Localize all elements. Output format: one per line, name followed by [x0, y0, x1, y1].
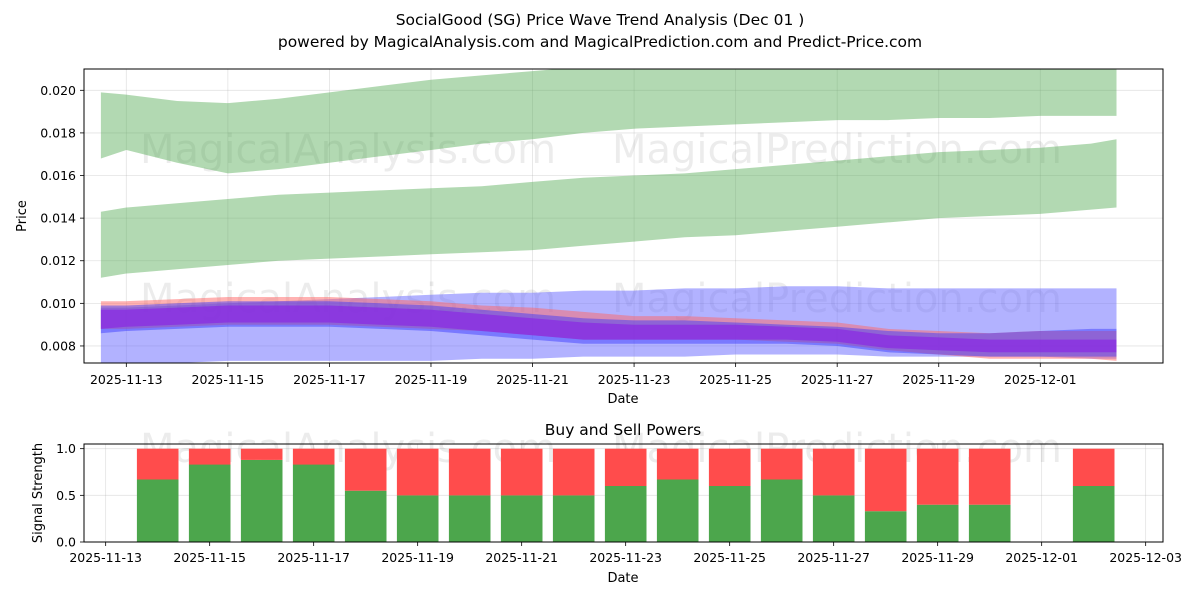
- signal-y-tick-label: 1.0: [56, 441, 76, 456]
- sell-bar: [864, 448, 907, 512]
- sell-bar: [760, 448, 803, 480]
- signal-x-tick-label: 2025-11-13: [69, 550, 142, 565]
- buy-bar: [552, 495, 595, 542]
- sell-bar: [448, 448, 491, 496]
- signal-x-tick-label: 2025-12-01: [1005, 550, 1078, 565]
- sell-bar: [916, 448, 959, 505]
- price-x-tick-label: 2025-11-27: [801, 372, 874, 387]
- price-y-tick-label: 0.016: [40, 168, 76, 183]
- price-x-axis: 2025-11-13 2025-11-15 2025-11-17 2025-11-19…: [90, 363, 1077, 387]
- buy-bar: [448, 495, 491, 542]
- price-bands: [100, 69, 1117, 363]
- sell-bar: [812, 448, 855, 496]
- signal-x-tick-label: 2025-11-19: [381, 550, 454, 565]
- price-y-axis: 0.008 0.010 0.012 0.014 0.016 0.018 0.020: [40, 83, 84, 353]
- buy-bar: [1072, 486, 1115, 542]
- signal-x-axis: 2025-11-13 2025-11-15 2025-11-17 2025-11-19…: [69, 542, 1182, 565]
- watermark-analysis-top: MagicalAnalysis.com: [140, 127, 556, 173]
- sell-bar: [344, 448, 387, 491]
- sell-bar: [240, 448, 283, 460]
- sell-bar: [708, 448, 751, 486]
- sell-bar: [1072, 448, 1115, 486]
- buy-bar: [604, 486, 647, 542]
- price-y-tick-label: 0.010: [40, 296, 76, 311]
- price-x-tick-label: 2025-11-21: [496, 372, 569, 387]
- signal-x-tick-label: 2025-12-03: [1109, 550, 1182, 565]
- buy-bar: [136, 479, 179, 542]
- buy-bar: [396, 495, 439, 542]
- signal-bars: [136, 448, 1115, 542]
- price-y-tick-label: 0.018: [40, 125, 76, 140]
- signal-x-tick-label: 2025-11-15: [173, 550, 246, 565]
- price-plot-frame: [83, 68, 1164, 364]
- buy-bar: [500, 495, 543, 542]
- sell-bar: [552, 448, 595, 496]
- price-wave-panel: MagicalAnalysis.com MagicalPrediction.co…: [15, 68, 1164, 407]
- chart-subtitle: powered by MagicalAnalysis.com and Magic…: [278, 33, 922, 51]
- price-x-label: Date: [607, 392, 638, 407]
- price-x-tick-label: 2025-11-17: [293, 372, 366, 387]
- signal-x-label: Date: [607, 571, 638, 586]
- sell-bar: [604, 448, 647, 486]
- sell-bar: [188, 448, 231, 465]
- sell-bar: [292, 448, 335, 465]
- signal-x-tick-label: 2025-11-25: [693, 550, 766, 565]
- chart-title: SocialGood (SG) Price Wave Trend Analysi…: [396, 11, 805, 29]
- sell-bar: [136, 448, 179, 480]
- buy-bar: [864, 511, 907, 542]
- buy-bar: [292, 464, 335, 542]
- price-x-tick-label: 2025-11-15: [192, 372, 265, 387]
- upper-wave-band: [100, 69, 1117, 174]
- buy-sell-panel: Buy and Sell Powers MagicalAnalysis.com …: [31, 421, 1182, 586]
- sell-bar: [968, 448, 1011, 505]
- buy-bar: [344, 490, 387, 542]
- sell-bar: [656, 448, 699, 480]
- price-x-tick-label: 2025-11-13: [90, 372, 163, 387]
- price-x-tick-label: 2025-12-01: [1004, 372, 1077, 387]
- signal-x-tick-label: 2025-11-17: [277, 550, 350, 565]
- signal-y-axis: 0.0 0.5 1.0: [56, 441, 84, 550]
- price-wave-purple: [100, 305, 1117, 353]
- buy-bar: [188, 464, 231, 542]
- signal-y-tick-label: 0.0: [56, 535, 76, 550]
- buy-bar: [812, 495, 855, 542]
- signal-x-tick-label: 2025-11-27: [797, 550, 870, 565]
- signal-x-tick-label: 2025-11-21: [485, 550, 558, 565]
- watermark-prediction-top: MagicalPrediction.com: [612, 127, 1062, 173]
- buy-bar: [240, 459, 283, 542]
- signal-y-tick-label: 0.5: [56, 488, 76, 503]
- signal-plot-frame: [83, 443, 1164, 543]
- lower-wave-band: [100, 139, 1117, 278]
- price-x-tick-label: 2025-11-23: [598, 372, 671, 387]
- price-y-label: Price: [15, 200, 30, 232]
- buy-bar: [708, 486, 751, 542]
- signal-y-label: Signal Strength: [31, 443, 46, 543]
- buy-bar: [916, 504, 959, 542]
- signal-x-tick-label: 2025-11-29: [901, 550, 974, 565]
- buy-bar: [760, 479, 803, 542]
- buy-sell-title: Buy and Sell Powers: [545, 421, 702, 439]
- price-x-tick-label: 2025-11-25: [699, 372, 772, 387]
- price-y-tick-label: 0.012: [40, 253, 76, 268]
- price-y-tick-label: 0.020: [40, 83, 76, 98]
- price-y-tick-label: 0.008: [40, 338, 76, 353]
- sell-bar: [500, 448, 543, 496]
- signal-x-tick-label: 2025-11-23: [589, 550, 662, 565]
- price-x-tick-label: 2025-11-19: [395, 372, 468, 387]
- buy-bar: [968, 504, 1011, 542]
- sell-bar: [396, 448, 439, 496]
- price-y-tick-label: 0.014: [40, 211, 76, 226]
- buy-bar: [656, 479, 699, 542]
- price-x-tick-label: 2025-11-29: [902, 372, 975, 387]
